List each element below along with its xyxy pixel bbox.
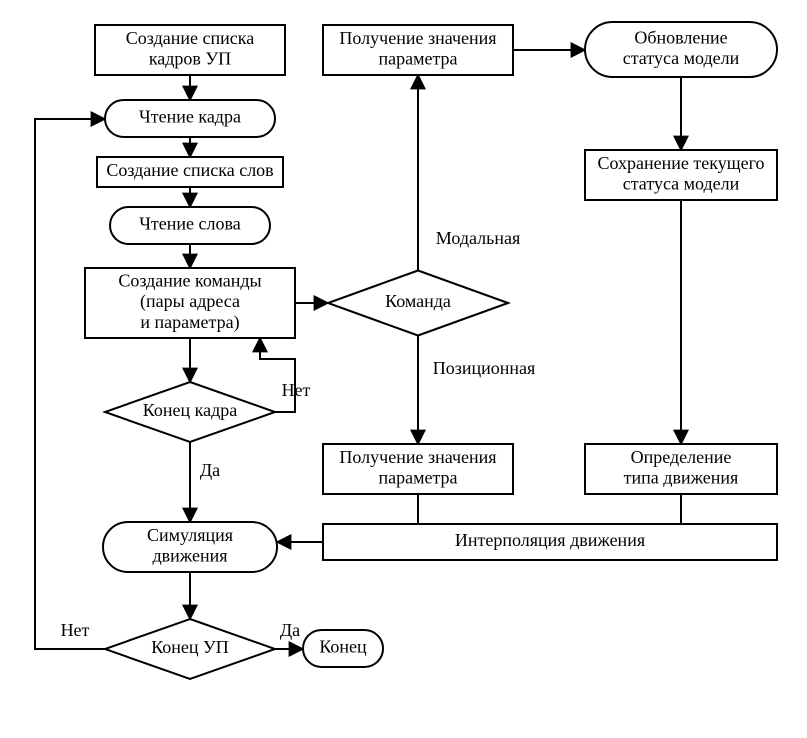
edge — [260, 338, 295, 412]
edge — [35, 119, 105, 649]
node-n11: Команда — [328, 271, 508, 336]
node-text: Сохранение текущего — [597, 153, 764, 173]
node-n7: Симуляциядвижения — [103, 522, 277, 572]
node-text: Интерполяция движения — [455, 530, 645, 550]
node-n9: Конец — [303, 630, 383, 667]
node-n15: Сохранение текущегостатуса модели — [585, 150, 777, 200]
node-text: параметра — [378, 467, 457, 487]
node-text: и параметра) — [140, 312, 239, 333]
node-n4: Чтение слова — [110, 207, 270, 244]
node-text: Конец кадра — [143, 400, 237, 420]
node-text: Чтение слова — [139, 214, 241, 234]
node-n6: Конец кадра — [105, 382, 275, 442]
edge-label: Позиционная — [433, 358, 536, 378]
nodes: Создание спискакадров УП Чтение кадра Созд… — [85, 22, 777, 679]
node-n10: Получение значенияпараметра — [323, 25, 513, 75]
node-n12: Получение значенияпараметра — [323, 444, 513, 494]
node-text: статуса модели — [623, 48, 740, 68]
node-n2: Чтение кадра — [105, 100, 275, 137]
node-text: статуса модели — [623, 173, 740, 193]
node-text: Определение — [631, 447, 732, 467]
flowchart: Создание спискакадров УП Чтение кадра Созд… — [0, 0, 807, 738]
edge-label: Нет — [282, 380, 311, 400]
node-text: Конец — [319, 637, 367, 657]
node-n13: Интерполяция движения — [323, 524, 777, 560]
node-n16: Определениетипа движения — [585, 444, 777, 494]
node-text: (пары адреса — [140, 291, 240, 312]
node-text: Конец УП — [151, 637, 229, 657]
node-n3: Создание списка слов — [97, 157, 283, 187]
node-text: Создание списка — [126, 28, 254, 48]
node-n14: Обновлениестатуса модели — [585, 22, 777, 77]
node-n8: Конец УП — [105, 619, 275, 679]
node-text: Чтение кадра — [139, 107, 241, 127]
node-text: кадров УП — [149, 48, 231, 68]
node-text: Создание списка слов — [106, 160, 273, 180]
node-text: Симуляция — [147, 525, 233, 545]
edge-label: Модальная — [436, 228, 520, 248]
edge-label: Да — [280, 620, 300, 640]
node-text: Команда — [385, 291, 451, 311]
node-text: типа движения — [624, 467, 739, 487]
node-text: Обновление — [634, 27, 727, 47]
node-text: Получение значения — [339, 28, 496, 48]
node-n1: Создание спискакадров УП — [95, 25, 285, 75]
node-text: параметра — [378, 48, 457, 68]
edge-label: Да — [200, 460, 220, 480]
node-text: Получение значения — [339, 447, 496, 467]
node-n5: Создание команды(пары адресаи параметра) — [85, 268, 295, 338]
node-text: движения — [152, 545, 227, 565]
node-text: Создание команды — [118, 270, 261, 290]
edge-label: Нет — [61, 620, 90, 640]
